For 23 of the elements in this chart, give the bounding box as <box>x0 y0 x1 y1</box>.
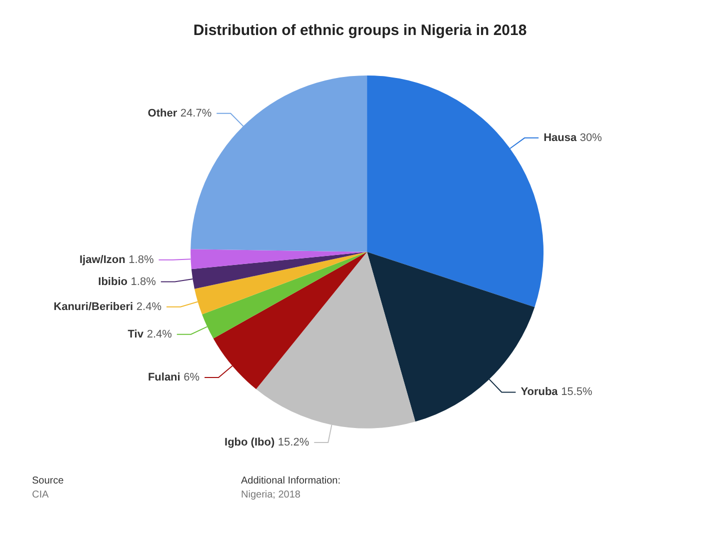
text: CIA <box>32 490 49 500</box>
slice-label: Fulani <box>148 372 180 384</box>
data-label: 15.5% <box>561 386 593 398</box>
slice-label: Yoruba <box>520 386 559 398</box>
slice-label: Other <box>148 107 178 120</box>
data-label: 2.4% <box>136 300 162 313</box>
text: Additional Information: <box>241 476 341 486</box>
data-label: 6% <box>184 372 200 384</box>
slice-label: Igbo (Ibo) <box>224 436 275 448</box>
slice-label: Ijaw/Izon <box>79 254 126 266</box>
chart-title: Distribution of ethnic groups in Nigeria in 2018 <box>193 22 527 39</box>
data-label: 2.4% <box>146 328 172 340</box>
slice-label: Tiv <box>128 328 144 340</box>
data-label: 1.8% <box>128 254 154 266</box>
data-label: 1.8% <box>130 276 156 288</box>
data-label: 30% <box>580 132 602 144</box>
text: Nigeria; 2018 <box>241 490 301 500</box>
slice-label: Ibibio <box>98 276 128 288</box>
text: Source <box>32 476 64 486</box>
slice-label: Hausa <box>544 132 578 144</box>
slice-label: Kanuri/Beriberi <box>54 300 134 313</box>
data-label: 15.2% <box>278 436 310 448</box>
data-label: 24.7% <box>180 107 212 120</box>
